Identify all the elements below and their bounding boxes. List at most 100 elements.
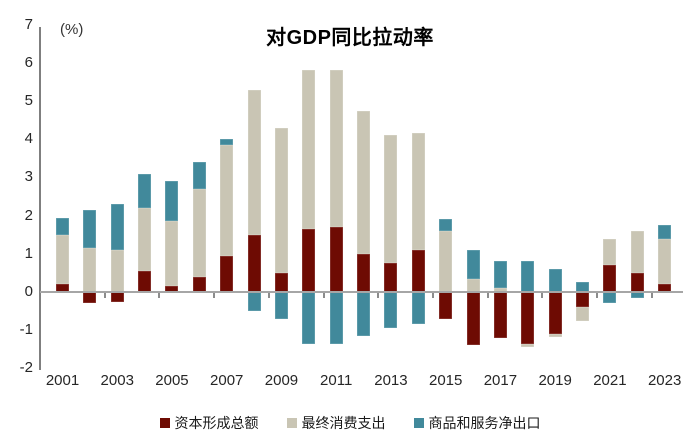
bar-segment [521, 343, 535, 348]
y-axis-line [39, 27, 41, 370]
bar-segment [357, 253, 371, 292]
x-axis-label: 2015 [428, 372, 463, 389]
legend-item: 最终消费支出 [286, 413, 386, 433]
y-axis-label: 6 [24, 53, 33, 71]
x-axis-label: 2007 [210, 372, 244, 389]
x-axis-label: 2021 [593, 372, 627, 389]
x-axis-tick [267, 293, 270, 298]
x-axis-label: 2017 [483, 372, 518, 389]
bar-segment [83, 209, 97, 249]
legend-item: 资本形成总额 [159, 413, 259, 433]
bar-segment [384, 135, 398, 264]
bar-segment [192, 188, 206, 277]
legend-item: 商品和服务净出口 [413, 413, 541, 433]
y-axis-label: 1 [24, 244, 33, 262]
x-axis-tick [158, 293, 161, 298]
y-axis-label: -1 [19, 321, 33, 339]
y-axis-label: -2 [19, 359, 33, 377]
bar-segment [630, 272, 644, 292]
x-axis-label: 2001 [45, 372, 80, 389]
bar-segment [110, 292, 124, 302]
bar-segment [466, 292, 480, 346]
bar-segment [411, 133, 425, 250]
legend-label: 资本形成总额 [174, 415, 259, 431]
bar-segment [274, 127, 288, 273]
y-axis-label: 2 [24, 206, 33, 224]
x-axis-label: 2019 [538, 372, 572, 389]
y-axis-label: 4 [24, 130, 33, 148]
bar-segment [384, 263, 398, 292]
x-axis-label: 2023 [647, 372, 682, 389]
bar-segment [521, 292, 535, 344]
bar-segment [439, 292, 453, 319]
x-axis-tick [596, 293, 599, 298]
bar-segment [83, 248, 97, 292]
bar-segment [603, 265, 617, 292]
bar-segment [576, 282, 590, 292]
bar-segment [274, 272, 288, 292]
bar-segment [329, 70, 343, 228]
bar-segment [329, 227, 343, 292]
x-axis-label: 2005 [155, 372, 189, 389]
bar-segment [220, 139, 234, 145]
bar-segment [302, 228, 316, 292]
x-axis-label: 2011 [320, 372, 353, 389]
bar-segment [548, 334, 562, 338]
bar-segment [658, 284, 672, 292]
bar-segment [630, 230, 644, 273]
bar-segment [521, 261, 535, 292]
bar-segment [384, 292, 398, 329]
x-axis-zero-line [40, 291, 683, 293]
bar-segment [138, 207, 152, 271]
bar-segment [110, 204, 124, 250]
bar-segment [576, 292, 590, 308]
legend-label: 最终消费支出 [301, 415, 386, 431]
legend-swatch-icon [286, 418, 297, 428]
legend-swatch-icon [159, 418, 170, 428]
bar-segment [83, 292, 97, 304]
bar-segment [165, 221, 179, 287]
bar-segment [548, 292, 562, 335]
bar-segment [439, 219, 453, 231]
bar-segment [603, 238, 617, 266]
chart-title: 对GDP同比拉动率 [266, 27, 434, 49]
y-axis-label: 7 [24, 15, 33, 33]
bar-segment [56, 217, 69, 235]
x-axis-label: 2013 [374, 372, 408, 389]
bar-segment [630, 292, 644, 298]
bar-segment [411, 292, 425, 325]
y-axis-label: 0 [24, 283, 33, 300]
bar-segment [247, 292, 261, 312]
bar-segment [138, 270, 152, 292]
bar-segment [466, 249, 480, 279]
bar-segment [165, 181, 179, 222]
bar-segment [576, 307, 590, 321]
bar-segment [658, 225, 672, 239]
bar-segment [56, 234, 69, 285]
bar-segment [493, 288, 507, 292]
legend-label: 商品和服务净出口 [428, 415, 541, 431]
x-axis-label: 2003 [100, 372, 134, 389]
bar-segment [548, 269, 562, 292]
bar-segment [165, 286, 179, 292]
legend-swatch-icon [413, 418, 424, 428]
x-axis-tick [541, 293, 544, 298]
x-axis-tick [322, 293, 325, 298]
bar-segment [138, 173, 152, 208]
bar-segment [110, 249, 124, 292]
bar-segment [466, 278, 480, 292]
x-axis-tick [213, 293, 216, 298]
bar-segment [329, 292, 343, 344]
y-axis-label: 3 [24, 168, 33, 186]
bar-segment [302, 70, 316, 229]
bar-segment [192, 162, 206, 189]
x-axis-tick [103, 293, 106, 298]
bar-segment [357, 110, 371, 254]
bar-segment [302, 292, 316, 344]
x-axis-tick [431, 293, 434, 298]
bar-segment [411, 249, 425, 292]
bar-segment [192, 276, 206, 292]
bar-segment [274, 292, 288, 319]
bar-segment [658, 238, 672, 285]
